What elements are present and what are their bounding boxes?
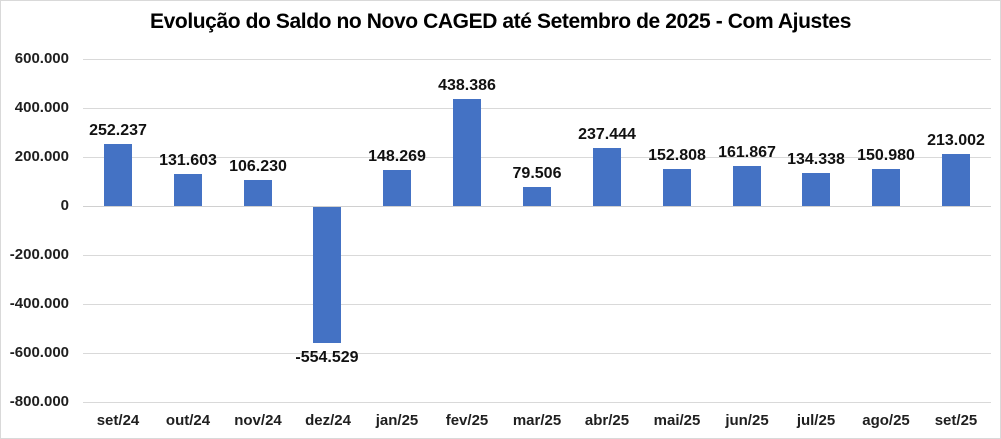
bar-value-label: 148.269 (368, 148, 426, 165)
x-axis-category-label: out/24 (165, 412, 211, 429)
bar-value-label: 438.386 (438, 77, 496, 94)
bar-value-label: 150.980 (857, 147, 915, 164)
y-axis-tick-label: 400.000 (14, 99, 69, 116)
zero-gridline (83, 206, 991, 207)
bar-nov-24 (244, 180, 272, 206)
chart-title: Evolução do Saldo no Novo CAGED até Sete… (150, 10, 851, 33)
bar-jan-25 (383, 170, 411, 206)
bar-value-label: 237.444 (578, 126, 636, 143)
gridline (83, 402, 991, 403)
bar-value-label: 131.603 (159, 152, 217, 169)
x-axis-category-label: mar/25 (512, 412, 562, 429)
bar-abr-25 (593, 148, 621, 206)
gridline (83, 157, 991, 158)
x-axis-category-label: abr/25 (584, 412, 630, 429)
bar-value-label: 134.338 (787, 151, 845, 168)
bar-value-label: 79.506 (512, 165, 562, 182)
y-axis-tick-label: -400.000 (9, 295, 69, 312)
gridline (83, 353, 991, 354)
bar-value-label: 106.230 (229, 158, 287, 175)
bar-value-label: 252.237 (89, 122, 147, 139)
bar-value-label: 213.002 (927, 132, 985, 149)
bar-value-label: 152.808 (648, 147, 706, 164)
x-axis-category-label: nov/24 (234, 412, 282, 429)
x-axis-category-label: ago/25 (862, 412, 910, 429)
x-axis-category-label: dez/24 (305, 412, 351, 429)
x-axis-category-label: jun/25 (725, 412, 769, 429)
x-axis-category-label: jan/25 (375, 412, 419, 429)
y-axis-tick-label: -800.000 (9, 393, 69, 410)
bar-set-25 (942, 154, 970, 206)
y-axis-tick-label: -200.000 (9, 246, 69, 263)
x-axis-category-label: set/24 (96, 412, 140, 429)
gridline (83, 255, 991, 256)
bar-value-label: -554.529 (295, 349, 359, 366)
bar-jun-25 (733, 166, 761, 206)
bar-ago-25 (872, 169, 900, 206)
bar-fev-25 (453, 99, 481, 206)
bar-dez-24 (313, 207, 341, 343)
x-axis-category-label: jul/25 (796, 412, 836, 429)
x-axis-category-label: mai/25 (653, 412, 701, 429)
y-axis-tick-label: -600.000 (9, 344, 69, 361)
y-axis-tick-label: 200.000 (14, 148, 69, 165)
bar-jul-25 (802, 173, 830, 206)
bar-set-24 (104, 144, 132, 206)
y-axis-tick-label: 600.000 (14, 50, 69, 67)
x-axis-category-label: set/25 (934, 412, 978, 429)
bar-value-label: 161.867 (718, 144, 776, 161)
y-axis-tick-label: 0 (60, 197, 69, 214)
bar-out-24 (174, 174, 202, 206)
gridline (83, 59, 991, 60)
gridline (83, 304, 991, 305)
x-axis-category-label: fev/25 (445, 412, 489, 429)
bar-mai-25 (663, 169, 691, 206)
gridline (83, 108, 991, 109)
bar-mar-25 (523, 187, 551, 206)
